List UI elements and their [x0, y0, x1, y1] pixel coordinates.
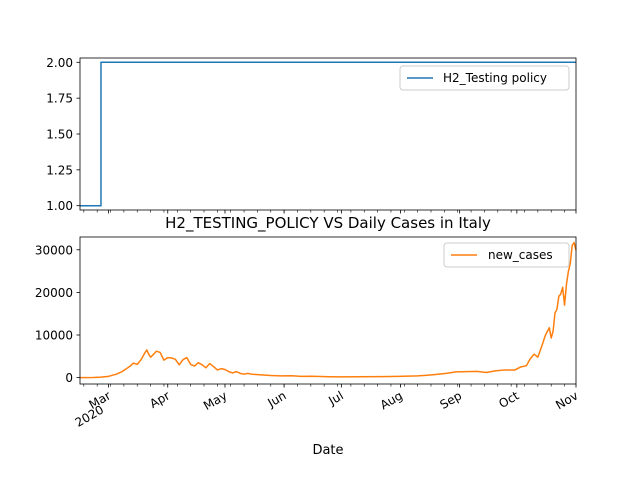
top-y-tick-label: 1.25	[46, 163, 73, 177]
top-y-tick-label: 1.75	[46, 92, 73, 106]
bottom-y-tick-label: 0	[65, 371, 73, 385]
bottom-y-tick-label: 10000	[35, 329, 73, 343]
bottom-series-line-new-cases	[79, 241, 577, 379]
bottom-y-tick-label: 30000	[35, 243, 73, 257]
bottom-legend: new_cases	[443, 242, 570, 268]
top-y-tick-label: 2.00	[46, 56, 73, 70]
x-axis-label: Date	[312, 443, 343, 458]
bottom-legend-label: new_cases	[488, 248, 553, 262]
top-legend-box	[399, 65, 570, 91]
top-y-ticks: 1.00 1.25 1.50 1.75 2.00	[46, 56, 80, 213]
bottom-axes-frame	[79, 236, 577, 385]
x-tick-label: Jul	[325, 388, 345, 408]
bottom-y-tick-label: 20000	[35, 286, 73, 300]
top-series-layer	[80, 61, 576, 207]
bottom-y-ticks: 0 10000 20000 30000	[35, 243, 80, 385]
top-y-tick-label: 1.00	[46, 199, 73, 213]
top-panel: 1.00 1.25 1.50 1.75 2.00 H2_Testing policy	[46, 56, 577, 214]
top-y-tick-label: 1.50	[46, 128, 73, 142]
top-series-line-h2-testing-policy	[80, 61, 576, 207]
bottom-series-layer	[79, 241, 577, 379]
bottom-legend-box	[443, 242, 570, 268]
top-x-ticks	[83, 210, 577, 214]
chart-title: H2_TESTING_POLICY VS Daily Cases in Ital…	[165, 214, 491, 233]
top-legend: H2_Testing policy	[399, 65, 570, 91]
top-legend-label: H2_Testing policy	[443, 71, 547, 85]
